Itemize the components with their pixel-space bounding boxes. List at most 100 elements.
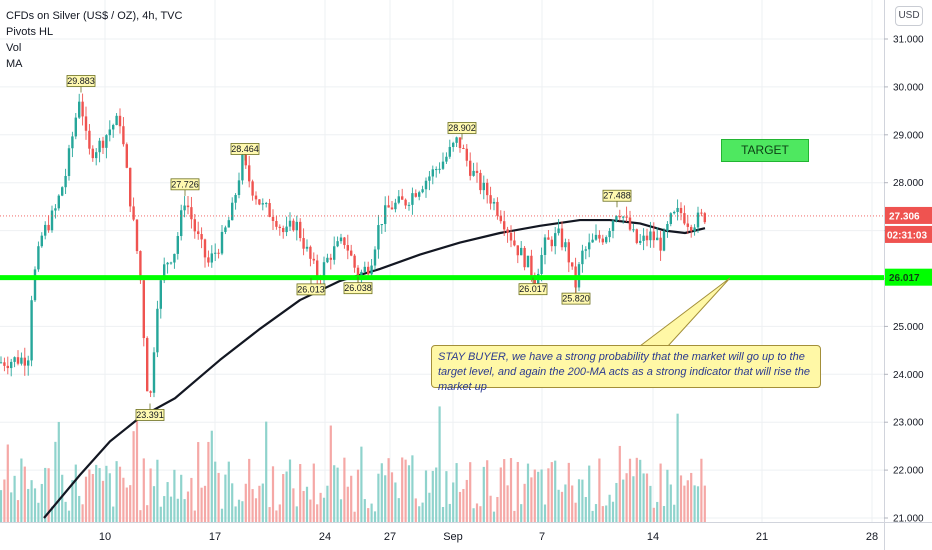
candle-body <box>435 169 438 171</box>
volume-bars <box>0 406 706 522</box>
volume-bar <box>373 511 377 522</box>
volume-bar <box>418 506 421 522</box>
candle-body <box>84 116 88 131</box>
candle-body <box>282 228 285 233</box>
volume-bar <box>584 497 587 522</box>
candle-body <box>47 224 50 231</box>
candle-body <box>683 213 686 224</box>
x-tick-label: 27 <box>384 531 396 543</box>
volume-bar <box>217 472 220 522</box>
candle-body <box>16 357 20 364</box>
volume-bar <box>659 463 662 522</box>
candle-body <box>455 137 458 143</box>
candle-body <box>445 156 448 162</box>
volume-bar <box>424 470 428 522</box>
candle-body <box>336 241 339 247</box>
volume-bar <box>656 501 659 522</box>
candle-body <box>37 246 40 270</box>
volume-bar <box>237 499 241 522</box>
candle-body <box>197 231 200 235</box>
candle-body <box>40 235 43 247</box>
volume-bar <box>367 508 370 522</box>
candle-body <box>615 216 618 221</box>
pivot-label: 26.013 <box>297 284 325 294</box>
volume-bar <box>618 445 621 522</box>
candle-body <box>241 154 244 181</box>
y-tick-label: 25.000 <box>893 322 924 333</box>
candle-body <box>567 242 570 263</box>
volume-bar <box>438 406 441 522</box>
x-axis-ticks: 10 17 24 27 Sep 7 14 21 28 <box>99 531 878 543</box>
volume-bar <box>265 421 268 522</box>
legend-vol[interactable]: Vol <box>6 42 22 54</box>
volume-bar <box>149 468 152 522</box>
volume-bar <box>700 458 703 522</box>
pivot-box <box>135 409 165 421</box>
candle-body <box>431 169 434 177</box>
candle-body <box>496 201 499 216</box>
pivot-box <box>296 283 326 296</box>
volume-bar <box>489 495 492 522</box>
currency-button[interactable]: USD <box>895 6 923 26</box>
volume-bar <box>581 479 584 522</box>
price-tags: 27.306 02:31:03 26.017 <box>885 206 932 286</box>
volume-bar <box>462 488 465 522</box>
candle-body <box>588 242 591 250</box>
volume-bar <box>139 510 142 522</box>
candle-body <box>139 251 142 281</box>
volume-bar <box>37 502 40 522</box>
candle-body <box>550 239 553 247</box>
candle-body <box>465 148 468 161</box>
candle-body <box>227 220 230 228</box>
candle-body <box>421 189 424 193</box>
candle-body <box>271 216 275 222</box>
candle-body <box>163 264 166 281</box>
target-label[interactable]: TARGET <box>721 139 809 162</box>
legend-title: CFDs on Silver (US$ / OZ), 4h, TVC <box>6 10 183 22</box>
candle-body <box>407 204 411 206</box>
volume-bar <box>662 506 666 522</box>
current-price-tag <box>885 206 932 224</box>
volume-bar <box>632 476 635 522</box>
volume-bar <box>615 482 618 522</box>
candle-body <box>265 203 268 205</box>
volume-bar <box>186 491 190 522</box>
volume-bar <box>234 506 237 522</box>
candle-body <box>343 237 346 246</box>
note-callout[interactable]: STAY BUYER, we have a strong probability… <box>431 345 821 393</box>
candle-body <box>530 255 533 276</box>
candle-body <box>625 216 628 218</box>
candle-body <box>377 225 380 250</box>
volume-bar <box>625 473 628 522</box>
candle-body <box>105 135 108 148</box>
volume-bar <box>557 489 560 522</box>
volume-bar <box>0 490 3 522</box>
volume-bar <box>608 494 611 522</box>
volume-bar <box>319 492 322 522</box>
volume-bar <box>445 471 448 522</box>
volume-bar <box>3 479 6 522</box>
countdown-value: 02:31:03 <box>887 230 927 241</box>
volume-bar <box>441 506 445 522</box>
candle-body <box>57 195 60 209</box>
candle-body <box>598 234 601 239</box>
volume-bar <box>254 498 258 522</box>
candle-body <box>326 257 329 263</box>
legend-ma[interactable]: MA <box>6 58 23 70</box>
candle-body <box>108 129 111 136</box>
volume-bar <box>146 505 149 522</box>
candle-body <box>81 101 84 117</box>
y-tick-label: 21.000 <box>893 514 924 525</box>
volume-bar <box>227 461 230 522</box>
volume-bar <box>397 498 400 522</box>
candle-body <box>584 249 587 251</box>
volume-bar <box>81 504 84 522</box>
candle-body <box>207 257 210 263</box>
candle-body <box>424 180 428 190</box>
volume-bar <box>679 475 683 522</box>
candle-body <box>469 160 472 176</box>
candle-body <box>91 148 94 159</box>
legend-pivots-hl[interactable]: Pivots HL <box>6 26 54 38</box>
volume-bar <box>492 511 496 522</box>
